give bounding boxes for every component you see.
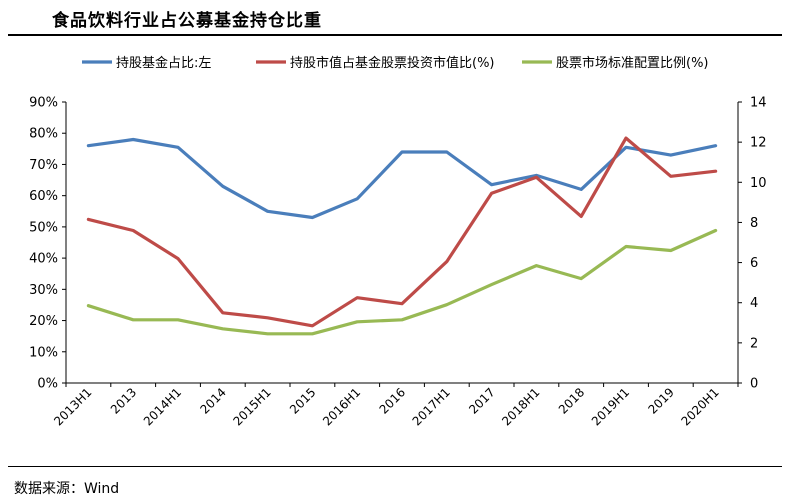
source-divider [8,466,782,467]
data-source-note: 数据来源：Wind [14,481,120,497]
right-y-tick-label: 8 [750,216,758,231]
x-tick-label: 2018H1 [499,385,542,428]
x-tick-label: 2018 [556,385,587,416]
right-y-tick-label: 14 [750,96,767,111]
x-tick-label: 2015H1 [230,385,273,428]
left-y-tick-label: 60% [29,189,58,204]
left-y-tick-label: 30% [29,283,58,298]
right-y-tick-label: 2 [750,336,758,351]
left-y-tick-label: 90% [29,96,58,111]
left-y-tick-label: 0% [37,377,58,392]
title-divider [8,34,782,36]
x-tick-label: 2020H1 [678,385,721,428]
left-y-tick-label: 20% [29,314,58,329]
x-tick-label: 2019H1 [589,385,632,428]
x-tick-label: 2016 [377,385,408,416]
x-tick-label: 2015 [287,385,318,416]
series-line-3 [86,228,718,336]
x-tick-label: 2013H1 [51,385,94,428]
left-y-tick-label: 70% [29,158,58,173]
x-tick-label: 2016H1 [320,385,363,428]
x-tick-label: 2017 [466,385,497,416]
right-y-tick-label: 0 [750,377,758,392]
legend-label-1: 持股基金占比:左 [116,55,211,71]
legend-label-3: 股票市场标准配置比例(%) [556,55,709,71]
left-y-tick-label: 10% [29,345,58,360]
series-line-2 [86,136,718,328]
right-y-tick-label: 6 [750,256,758,271]
chart-title: 食品饮料行业占公募基金持仓比重 [52,11,322,31]
left-y-tick-label: 80% [29,127,58,142]
left-y-tick-label: 50% [29,220,58,235]
x-tick-label: 2014H1 [141,385,184,428]
legend-label-2: 持股市值占基金股票投资市值比(%) [290,55,495,71]
left-y-tick-label: 40% [29,252,58,267]
series-line-1 [86,137,718,220]
x-tick-label: 2013 [108,385,139,416]
x-tick-label: 2019 [645,385,676,416]
right-y-tick-label: 10 [750,176,767,191]
right-y-tick-label: 12 [750,136,767,151]
right-y-tick-label: 4 [750,296,758,311]
x-tick-label: 2014 [197,385,228,416]
x-tick-label: 2017H1 [410,385,453,428]
